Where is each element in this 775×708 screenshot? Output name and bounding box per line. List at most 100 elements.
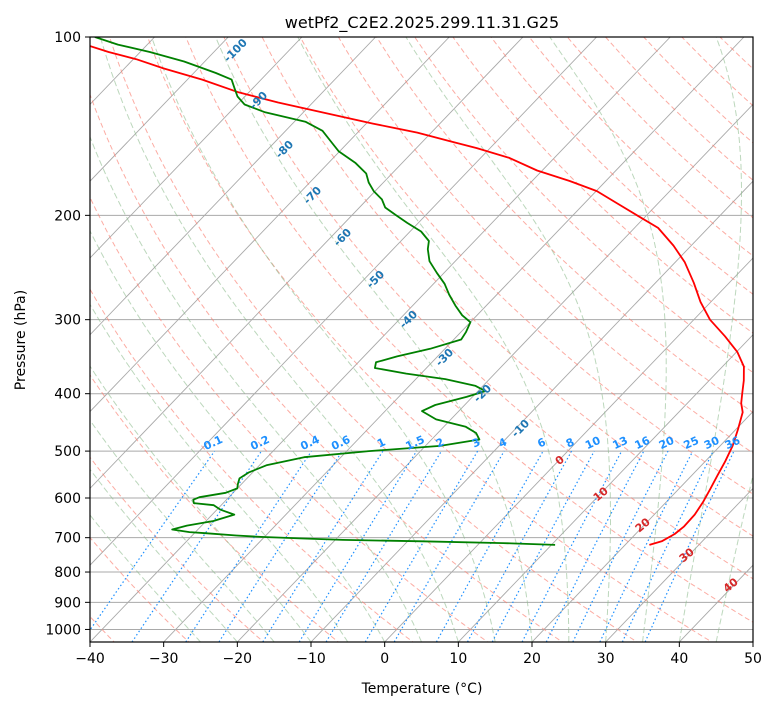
dry-adiabat-line [90,536,190,642]
moist-adiabat-line [151,37,496,642]
x-tick-label: 50 [744,651,762,667]
moist-adiabat-line [99,37,459,642]
x-tick-label: 30 [597,651,615,667]
mixing-ratio-label: 8 [564,435,576,450]
moist-adiabat-line [90,135,422,642]
mixing-ratio-line [545,450,645,642]
dry-adiabat-line [90,288,414,642]
dry-adiabat-line [223,37,753,580]
dry-adiabat-label: -70 [301,184,324,207]
dry-adiabat-label: -10 [509,417,532,440]
mixing-ratio-label: 1 [375,435,387,450]
mixing-ratio-line [131,450,262,642]
isotherm-line [384,257,753,642]
dry-adiabat-label: -30 [433,346,456,369]
y-tick-label: 100 [54,30,81,46]
mixing-ratio-label: 0.4 [298,433,321,453]
mixing-ratio-label: 16 [633,434,653,452]
dewpoint-line [94,37,556,546]
isotherm-line [90,37,671,642]
moist-adiabat-line [90,419,275,642]
isotherm-line [90,37,376,336]
mixing-ratio-label: 10 [583,434,603,452]
profile-lines [90,37,745,546]
moist-adiabat-line [405,37,611,642]
moist-adiabat-label: 0 [553,453,567,468]
mixing-ratio-label: 30 [702,434,722,452]
mixing-ratio-label: 36 [723,434,743,452]
moist-adiabat-line [90,468,238,642]
mixing-ratio-label: 3 [470,435,482,450]
dry-adiabat-line [90,456,265,642]
dry-adiabat-line [490,37,753,295]
chart-title: wetPf2_C2E2.2025.299.11.31.G25 [285,13,559,33]
mixing-ratio-line [218,450,343,642]
isotherm-line [605,487,753,642]
mixing-ratio-line [90,450,216,632]
mixing-ratio-label: 13 [611,434,630,452]
dry-adiabat-line [261,37,753,537]
moist-adiabat-line [549,37,667,642]
isotherm-line [163,37,745,642]
y-tick-label: 400 [54,387,81,403]
y-axis-label: Pressure (hPa) [13,290,29,390]
mixing-ratio-line [572,450,669,642]
mixing-ratio-line [621,450,714,642]
mixing-ratio-label: 0.6 [329,433,352,453]
moist-adiabat-line [297,37,570,642]
x-tick-label: 0 [380,651,389,667]
isotherm-line [752,641,753,642]
x-tick-label: 20 [523,651,541,667]
axes: −40 −30 −20 −10 0 10 20 30 40 5010020030040050060… [45,30,762,667]
isotherm-line [237,103,753,642]
moist-adiabat-line [715,472,753,642]
dry-adiabat-line [90,196,489,642]
dry-adiabat-label: -60 [331,226,354,249]
isotherm-line [90,37,597,566]
mixing-ratio-line [644,450,735,642]
dry-adiabat-label: -80 [273,138,296,161]
x-tick-label: −10 [296,651,326,667]
y-tick-label: 300 [54,313,81,329]
isotherm-line [90,37,524,490]
moist-adiabat-line [90,365,312,642]
moist-adiabat-label: 40 [721,575,741,595]
moist-adiabat-line [90,229,386,642]
moist-adiabat-line [215,37,533,642]
dry-adiabat-label: -40 [397,308,420,331]
mixing-ratio-label: 25 [682,434,701,452]
mixing-ratio-line [435,450,544,642]
dry-adiabat-line [109,37,638,642]
dry-adiabat-line [758,37,775,644]
y-tick-label: 200 [54,208,81,224]
mixing-ratio-line [491,450,595,642]
dry-adiabat-line [376,37,753,414]
moist-adiabat-label: 30 [677,545,697,565]
moist-adiabat-line [90,514,201,642]
isotherm-line [531,410,753,642]
dry-adiabat-line [414,37,753,374]
x-tick-label: −40 [75,651,105,667]
isotherm-line [458,334,753,642]
mixing-ratio-label: 0.2 [248,433,271,453]
x-axis-label: Temperature (°C) [361,681,483,697]
x-tick-label: −30 [149,651,179,667]
moist-adiabat-line [90,303,349,642]
line-labels: 0.1 0.2 0.4 0.6 1 1.5 2 3 4 6 8 10 13 16 20 25 30 3601020… [202,36,743,595]
dry-adiabat-label: -90 [247,89,270,112]
mixing-ratio-label: 1.5 [404,433,427,453]
y-tick-label: 800 [54,565,81,581]
x-tick-label: −20 [223,651,253,667]
mixing-ratio-line [298,450,418,642]
mixing-ratio-line [262,450,384,642]
y-tick-label: 600 [54,491,81,507]
dry-adiabat-line [452,37,753,334]
x-tick-label: 10 [449,651,467,667]
mixing-ratio-label: 0.1 [202,433,225,453]
dry-adiabat-line [299,37,753,495]
y-tick-label: 700 [54,531,81,547]
y-tick-label: 500 [54,444,81,460]
isotherm-line [90,37,450,413]
mixing-ratio-line [325,450,442,642]
